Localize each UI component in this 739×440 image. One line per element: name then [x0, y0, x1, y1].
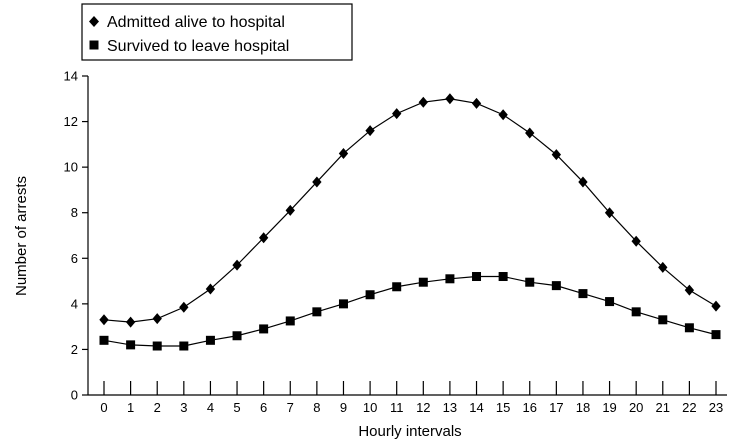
data-point-diamond — [551, 149, 562, 161]
data-point-diamond — [365, 125, 375, 137]
legend-label-admitted: Admitted alive to hospital — [107, 14, 285, 31]
data-point-square — [418, 277, 428, 287]
data-point-square — [631, 307, 641, 317]
x-tick-label: 0 — [100, 400, 107, 415]
data-point-diamond — [445, 93, 455, 105]
x-tick-label: 14 — [469, 400, 483, 415]
data-point-square — [152, 341, 162, 351]
x-tick-label: 20 — [629, 400, 643, 415]
series-survived — [99, 272, 721, 351]
legend-marker-diamond-icon — [89, 16, 99, 27]
x-ticks: 0 1 2 3 4 5 6 7 8 9 10 11 12 13 14 15 16 17 18 19 20 21 22 23 — [100, 381, 723, 415]
data-point-square — [711, 330, 721, 340]
x-tick-label: 9 — [340, 400, 347, 415]
data-point-diamond — [658, 261, 668, 273]
data-point-diamond — [179, 301, 189, 313]
x-tick-label: 3 — [180, 400, 187, 415]
data-point-diamond — [338, 147, 349, 159]
data-point-diamond — [498, 109, 508, 121]
data-point-diamond — [99, 314, 109, 326]
x-tick-label: 13 — [443, 400, 457, 415]
y-tick-label: 10 — [64, 160, 78, 175]
data-point-square — [126, 340, 136, 350]
data-point-square — [445, 274, 455, 284]
x-tick-label: 17 — [549, 400, 563, 415]
legend-marker-square-icon — [89, 40, 99, 50]
data-point-diamond — [152, 313, 162, 325]
data-point-square — [551, 281, 561, 291]
y-axis-title: Number of arrests — [13, 176, 30, 296]
data-point-square — [285, 316, 295, 326]
data-point-square — [605, 297, 615, 307]
y-tick-label: 8 — [71, 205, 78, 220]
series-admitted — [99, 93, 721, 328]
y-tick-label: 12 — [64, 114, 78, 129]
data-point-diamond — [232, 259, 242, 271]
data-point-square — [365, 290, 375, 300]
data-point-diamond — [711, 300, 721, 312]
x-tick-label: 18 — [576, 400, 590, 415]
x-tick-label: 7 — [287, 400, 294, 415]
data-point-diamond — [285, 204, 295, 216]
data-point-diamond — [525, 127, 535, 139]
data-point-diamond — [258, 232, 269, 244]
data-point-square — [498, 272, 508, 282]
legend: Admitted alive to hospital Survived to l… — [81, 3, 353, 61]
x-tick-label: 6 — [260, 400, 267, 415]
data-point-square — [472, 272, 482, 282]
x-tick-label: 11 — [390, 400, 404, 415]
x-tick-label: 5 — [233, 400, 240, 415]
data-point-square — [392, 282, 402, 292]
data-point-square — [338, 299, 348, 309]
y-ticks: 0 2 4 6 8 10 12 14 — [64, 69, 88, 403]
data-point-diamond — [125, 316, 136, 328]
series-layer — [99, 93, 721, 351]
x-tick-label: 2 — [154, 400, 161, 415]
x-tick-label: 23 — [709, 400, 723, 415]
data-point-square — [205, 335, 215, 345]
data-point-diamond — [631, 235, 641, 247]
data-point-square — [578, 289, 588, 299]
data-point-square — [658, 315, 668, 325]
data-point-diamond — [205, 283, 216, 295]
y-tick-label: 2 — [71, 342, 78, 357]
legend-box — [81, 3, 353, 61]
data-point-diamond — [471, 97, 482, 109]
legend-label-survived: Survived to leave hospital — [107, 38, 289, 55]
x-axis-title: Hourly intervals — [358, 423, 461, 440]
data-point-square — [525, 277, 535, 287]
data-point-square — [99, 335, 109, 345]
data-point-square — [259, 324, 269, 334]
y-tick-label: 0 — [71, 388, 78, 403]
y-tick-label: 6 — [71, 251, 78, 266]
y-tick-label: 4 — [71, 296, 78, 311]
y-tick-label: 14 — [64, 69, 78, 84]
x-tick-label: 16 — [523, 400, 537, 415]
x-tick-label: 15 — [496, 400, 510, 415]
x-tick-label: 21 — [656, 400, 670, 415]
series-line — [103, 98, 717, 323]
data-point-diamond — [578, 176, 588, 188]
data-point-diamond — [392, 108, 402, 120]
x-tick-label: 12 — [416, 400, 430, 415]
x-tick-label: 4 — [207, 400, 214, 415]
x-tick-label: 22 — [682, 400, 696, 415]
x-tick-label: 8 — [313, 400, 320, 415]
x-tick-label: 1 — [127, 400, 134, 415]
data-point-diamond — [418, 96, 428, 108]
x-tick-label: 10 — [363, 400, 377, 415]
data-point-diamond — [312, 176, 322, 188]
series-line — [103, 275, 717, 347]
data-point-square — [179, 341, 189, 351]
data-point-diamond — [604, 207, 615, 219]
x-tick-label: 19 — [602, 400, 616, 415]
data-point-diamond — [684, 284, 695, 296]
data-point-square — [684, 323, 694, 333]
data-point-square — [232, 331, 242, 341]
data-point-square — [312, 307, 322, 317]
